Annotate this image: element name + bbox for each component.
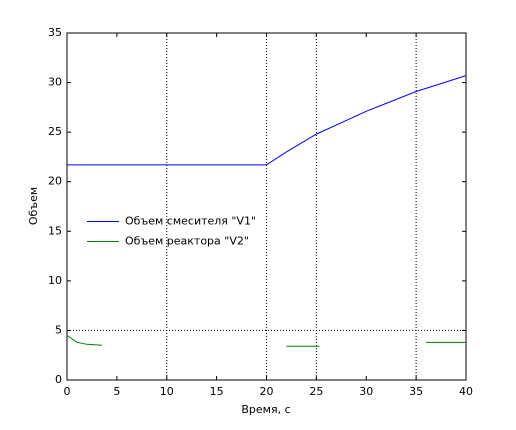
data-line <box>67 75 467 166</box>
y-tick-label: 35 <box>48 26 62 39</box>
x-tick-label: 15 <box>210 385 224 398</box>
y-axis-label: Объем <box>27 187 40 225</box>
x-tick-label: 0 <box>64 385 71 398</box>
x-tick-label: 10 <box>160 385 174 398</box>
y-tick-label: 5 <box>55 323 62 336</box>
y-tick-label: 25 <box>48 125 62 138</box>
x-tick-label: 5 <box>113 385 120 398</box>
x-axis-label: Время, с <box>241 403 290 416</box>
x-tick-label: 20 <box>260 385 274 398</box>
y-tick-label: 15 <box>48 224 62 237</box>
data-line <box>66 334 466 347</box>
x-tick-label: 30 <box>359 385 373 398</box>
x-tick-label: 35 <box>409 385 423 398</box>
y-tick-label: 0 <box>55 373 62 386</box>
y-tick-label: 10 <box>48 274 62 287</box>
legend-label: Объем смесителя "V1" <box>125 215 256 228</box>
y-tick-label: 20 <box>48 175 62 188</box>
y-tick-label: 30 <box>48 76 62 89</box>
x-tick-label: 40 <box>459 385 473 398</box>
legend-label: Объем реактора "V2" <box>125 235 249 248</box>
x-tick-label: 25 <box>309 385 323 398</box>
